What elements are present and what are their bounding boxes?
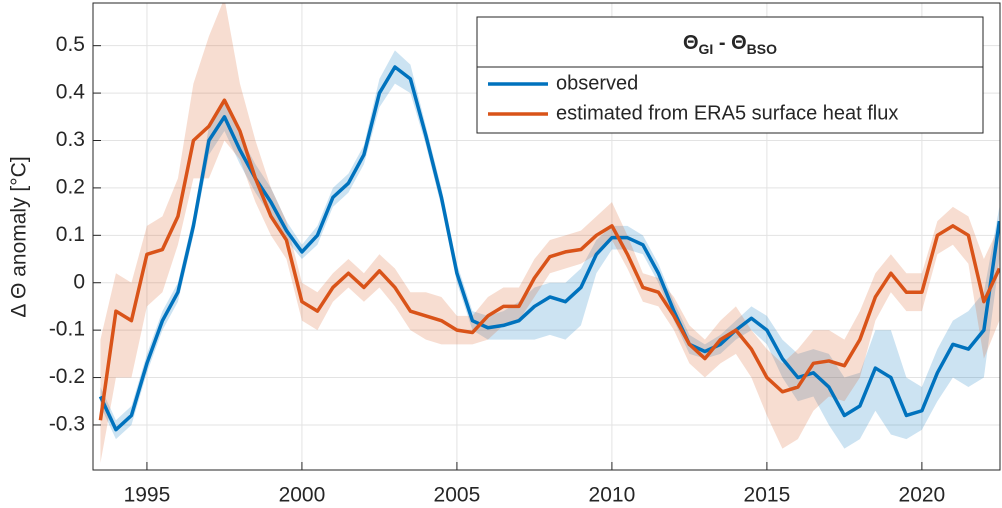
x-tick-label: 2010 <box>589 484 636 507</box>
series-line <box>98 65 1000 432</box>
series-line <box>98 98 1000 421</box>
legend-title: ΘGI - ΘBSO <box>683 32 777 56</box>
y-tick-label: 0.1 <box>56 223 85 246</box>
y-tick-label: 0.3 <box>56 128 85 151</box>
x-tick-label: 2020 <box>899 484 946 507</box>
x-tick-label: 2000 <box>279 484 326 507</box>
y-tick-label: 0.2 <box>56 175 85 198</box>
legend-box <box>476 16 984 134</box>
y-tick-label: -0.1 <box>49 318 85 341</box>
y-tick-label: -0.2 <box>49 365 85 388</box>
legend-title-part: Θ <box>683 32 699 54</box>
y-tick-label: 0.4 <box>56 81 86 104</box>
legend: ΘGI - ΘBSO observed estimated from ERA5 s… <box>476 16 984 134</box>
legend-title-sub: BSO <box>747 41 777 57</box>
x-tick-label: 2005 <box>434 484 481 507</box>
plot-area <box>98 3 1000 463</box>
ticks: -0.3 -0.2 -0.1 0 0.1 0.2 0.3 0.4 0.5 1995 2000 2005… <box>49 33 945 506</box>
y-tick-label: 0 <box>73 270 85 293</box>
y-tick-label: -0.3 <box>49 413 85 436</box>
legend-label: estimated from ERA5 surface heat flux <box>556 102 898 124</box>
legend-title-sub: GI <box>699 41 714 57</box>
y-axis-label: Δ Θ anomaly [°C] <box>8 156 31 317</box>
uncertainty-band <box>100 50 1000 449</box>
y-tick-label: 0.5 <box>56 33 85 56</box>
axes-box <box>92 2 1001 471</box>
legend-title-part: - Θ <box>713 32 746 54</box>
x-tick-label: 2015 <box>744 484 791 507</box>
x-tick-label: 1995 <box>124 484 171 507</box>
legend-label: observed <box>556 72 638 94</box>
